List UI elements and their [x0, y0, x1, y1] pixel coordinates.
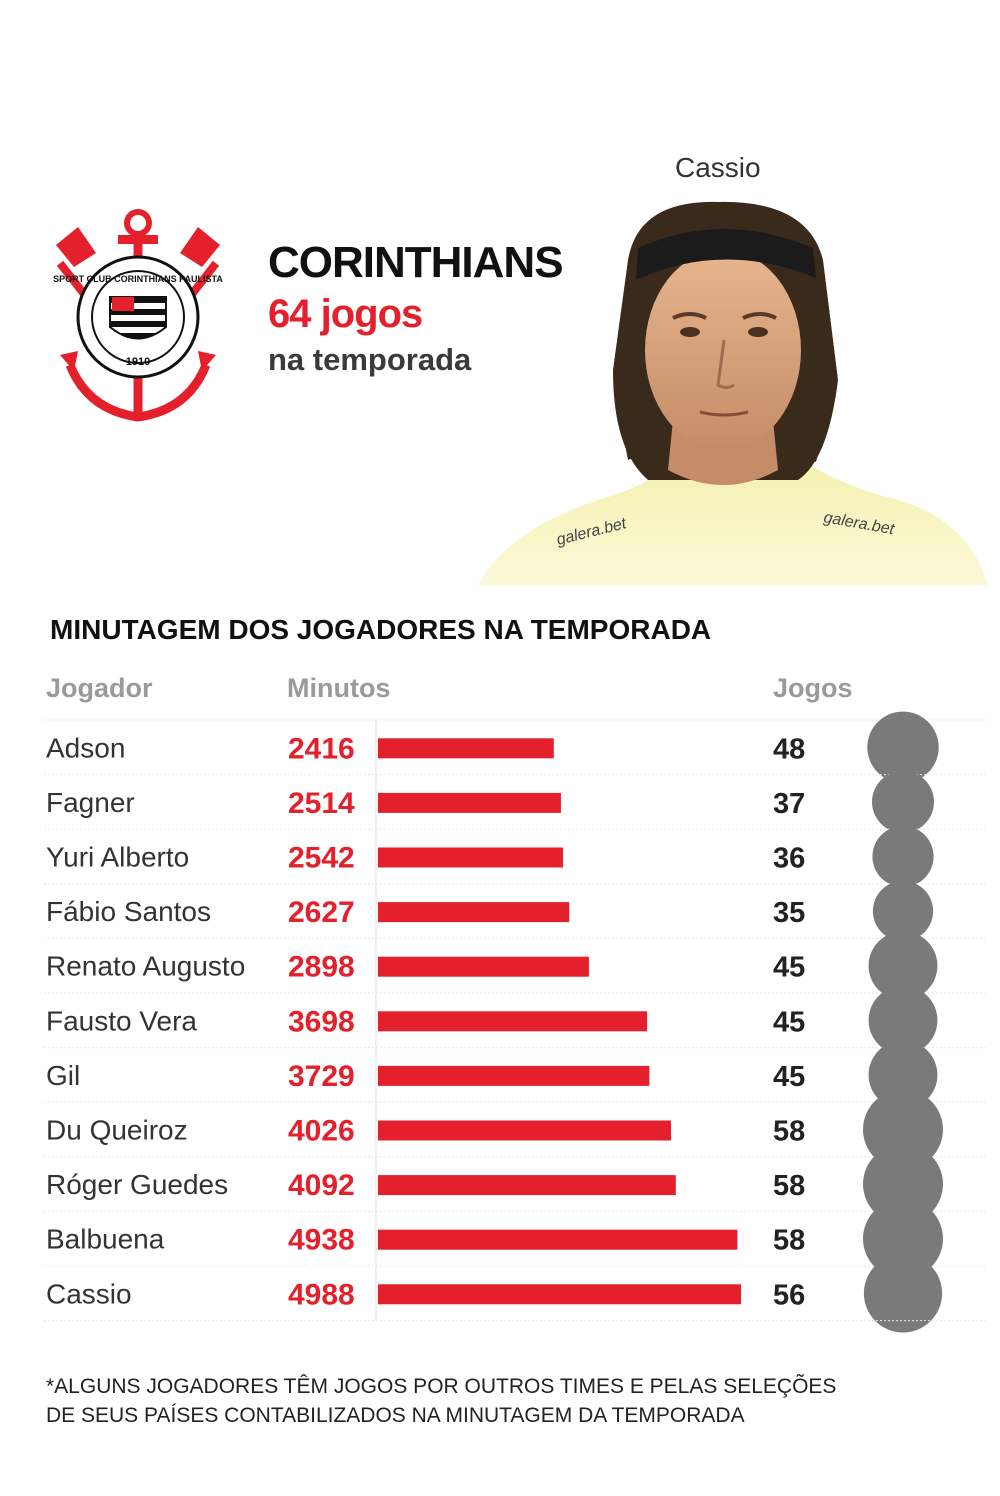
games-circle [872, 880, 934, 942]
games-circle [868, 931, 938, 1001]
minutes-value-label: 2542 [288, 842, 355, 875]
games-value-label: 48 [773, 733, 805, 765]
games-circle [868, 985, 938, 1055]
games-value-label: 58 [773, 1116, 805, 1148]
column-header-player: Jogador [46, 673, 153, 703]
column-header-minutes: Minutos [287, 673, 391, 703]
games-value-label: 35 [773, 897, 805, 929]
minutes-value-label: 2416 [288, 732, 355, 765]
corinthians-crest-logo: SPORT CLUB CORINTHIANS PAULISTA 1910 [53, 209, 223, 422]
chart-title: MINUTAGEM DOS JOGADORES NA TEMPORADA [50, 614, 712, 645]
games-value-label: 45 [773, 952, 805, 984]
minutes-bar [378, 1284, 741, 1305]
player-label: Balbuena [46, 1224, 165, 1255]
crest-text: SPORT CLUB CORINTHIANS PAULISTA [53, 274, 223, 284]
player-label: Adson [46, 732, 125, 763]
minutes-value-label: 2627 [288, 896, 355, 929]
games-value-label: 58 [773, 1170, 805, 1202]
minutes-value-label: 4092 [288, 1169, 355, 1202]
minutes-value-label: 3698 [288, 1005, 355, 1038]
games-value-label: 45 [773, 1006, 805, 1038]
player-portrait-photo: galera.bet galera.bet [478, 201, 988, 585]
minutes-bar [378, 1011, 648, 1032]
season-label: na temporada [268, 342, 472, 377]
player-label: Róger Guedes [46, 1169, 228, 1200]
season-games-count: 64 jogos [268, 292, 423, 336]
player-label: Renato Augusto [46, 951, 245, 982]
player-label: Yuri Alberto [46, 842, 189, 873]
player-label: Gil [46, 1060, 80, 1091]
minutes-value-label: 4938 [288, 1224, 355, 1257]
minutes-value-label: 2514 [288, 787, 355, 820]
minutes-bar [378, 1229, 738, 1250]
minutes-bar-chart: Adson 2416 48 Fagner 2514 37 Yuri Alberto 2542 3… [44, 711, 985, 1333]
games-value-label: 45 [773, 1061, 805, 1093]
minutes-bar [378, 902, 570, 923]
footnote: *ALGUNS JOGADORES TÊM JOGOS POR OUTROS T… [46, 1375, 837, 1427]
games-value-label: 36 [773, 843, 805, 875]
minutes-bar [378, 1120, 671, 1141]
crest-year: 1910 [126, 356, 150, 368]
minutes-bar [378, 738, 554, 759]
games-circle [868, 1040, 938, 1110]
minutes-value-label: 2898 [288, 951, 355, 984]
minutes-bar [378, 956, 589, 977]
player-label: Cassio [46, 1278, 132, 1309]
minutes-value-label: 4988 [288, 1278, 355, 1311]
player-label: Du Queiroz [46, 1115, 188, 1146]
minutes-bar [378, 792, 561, 813]
featured-player-name: Cassio [675, 152, 761, 183]
games-circle [863, 1254, 943, 1333]
player-label: Fábio Santos [46, 896, 211, 927]
games-circle [872, 825, 934, 888]
player-label: Fagner [46, 787, 135, 818]
games-circle [867, 711, 939, 784]
minutes-value-label: 3729 [288, 1060, 355, 1093]
column-header-games: Jogos [773, 673, 853, 703]
games-value-label: 58 [773, 1225, 805, 1257]
minutes-bar [378, 1065, 650, 1086]
games-circle [872, 770, 934, 833]
club-name: CORINTHIANS [268, 238, 564, 287]
player-label: Fausto Vera [46, 1005, 197, 1036]
minutes-bar [378, 1175, 676, 1196]
minutes-bar [378, 847, 563, 868]
games-value-label: 56 [773, 1279, 805, 1311]
minutes-value-label: 4026 [288, 1115, 355, 1148]
games-circle [863, 1198, 943, 1279]
games-value-label: 37 [773, 788, 805, 820]
